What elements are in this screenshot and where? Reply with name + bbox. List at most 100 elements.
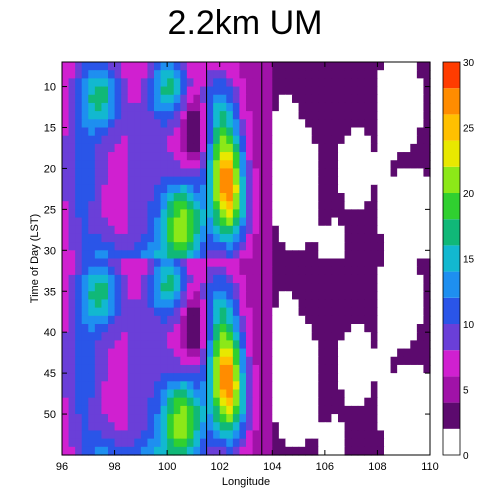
heatmap-cell [377, 332, 385, 341]
heatmap-cell [147, 184, 155, 194]
heatmap-cell [147, 119, 155, 129]
heatmap-cell [324, 291, 333, 301]
heatmap-cell [68, 209, 76, 219]
heatmap-cell [62, 324, 70, 333]
heatmap-cell [121, 422, 129, 432]
heatmap-cell [259, 70, 267, 79]
heatmap-cell [298, 299, 306, 309]
heatmap-cell [127, 201, 135, 210]
heatmap-cell [397, 446, 405, 456]
heatmap-cell [206, 364, 214, 374]
heatmap-cell [285, 86, 293, 96]
heatmap-cell [318, 430, 326, 440]
heatmap-cell [259, 332, 267, 341]
heatmap-cell [318, 348, 326, 358]
heatmap-cell [311, 70, 319, 79]
heatmap-cell [390, 102, 398, 112]
heatmap-cell [305, 315, 313, 325]
heatmap-cell [88, 414, 96, 423]
heatmap-cell [259, 193, 267, 202]
heatmap-cell [377, 86, 385, 96]
heatmap-cell [311, 364, 319, 374]
heatmap-cell [167, 373, 175, 382]
heatmap-cell [298, 266, 306, 276]
heatmap-cell [180, 152, 188, 161]
heatmap-cell [186, 78, 195, 88]
heatmap-cell [114, 102, 122, 112]
heatmap-cell [311, 307, 319, 317]
heatmap-cell [298, 184, 306, 194]
heatmap-cell [384, 94, 392, 104]
heatmap-cell [219, 307, 227, 317]
heatmap-cell [338, 258, 346, 268]
heatmap-cell [403, 430, 411, 440]
heatmap-cell [219, 356, 227, 366]
heatmap-cell [147, 78, 155, 88]
heatmap-cell [75, 233, 83, 243]
heatmap-cell [219, 324, 227, 333]
heatmap-cell [357, 324, 365, 333]
heatmap-cell [265, 94, 273, 104]
heatmap-cell [357, 373, 365, 382]
heatmap-cell [94, 373, 103, 382]
heatmap-cell [193, 217, 201, 227]
heatmap-cell [390, 168, 398, 178]
heatmap-cell [219, 405, 227, 415]
heatmap-cell [338, 315, 346, 325]
heatmap-cell [68, 430, 76, 440]
heatmap-cell [147, 315, 155, 325]
heatmap-cell [252, 422, 260, 432]
heatmap-cell [94, 135, 103, 145]
heatmap-cell [285, 324, 293, 333]
heatmap-cell [121, 356, 129, 366]
heatmap-cell [88, 242, 96, 251]
heatmap-cell [127, 356, 135, 366]
heatmap-cell [278, 127, 287, 137]
heatmap-cell [160, 356, 168, 366]
heatmap-cell [278, 430, 287, 440]
heatmap-cell [377, 184, 385, 194]
heatmap-cell [344, 446, 352, 456]
heatmap-cell [423, 233, 431, 243]
heatmap-cell [121, 291, 129, 301]
heatmap-cell [246, 430, 254, 440]
heatmap-cell [364, 62, 372, 71]
heatmap-cell [344, 307, 352, 317]
heatmap-cell [344, 422, 352, 432]
heatmap-cell [357, 70, 365, 79]
heatmap-cell [147, 348, 155, 358]
heatmap-cell [272, 340, 280, 350]
heatmap-cell [324, 111, 333, 120]
heatmap-cell [278, 94, 287, 104]
heatmap-cell [127, 446, 135, 456]
heatmap-cell [344, 209, 352, 219]
heatmap-cell [193, 225, 201, 235]
heatmap-cell [403, 446, 411, 456]
heatmap-cell [344, 250, 352, 260]
heatmap-cell [246, 446, 254, 456]
heatmap-cell [403, 233, 411, 243]
heatmap-cell [246, 143, 254, 153]
heatmap-cell [121, 340, 129, 350]
heatmap-cell [403, 438, 411, 448]
heatmap-cell [278, 307, 287, 317]
heatmap-cell [364, 291, 372, 301]
heatmap-cell [219, 168, 227, 178]
heatmap-cell [311, 332, 319, 341]
heatmap-cell [344, 119, 352, 129]
heatmap-cell [232, 102, 241, 112]
heatmap-cell [226, 324, 234, 333]
heatmap-cell [311, 201, 319, 210]
heatmap-cell [416, 266, 425, 276]
heatmap-cell [416, 233, 425, 243]
heatmap-cell [140, 381, 149, 391]
heatmap-cell [160, 78, 168, 88]
heatmap-cell [160, 217, 168, 227]
heatmap-cell [94, 242, 103, 251]
heatmap-cell [127, 430, 135, 440]
heatmap-cell [193, 438, 201, 448]
heatmap-cell [180, 94, 188, 104]
heatmap-cell [416, 258, 425, 268]
heatmap-cell [370, 340, 379, 350]
